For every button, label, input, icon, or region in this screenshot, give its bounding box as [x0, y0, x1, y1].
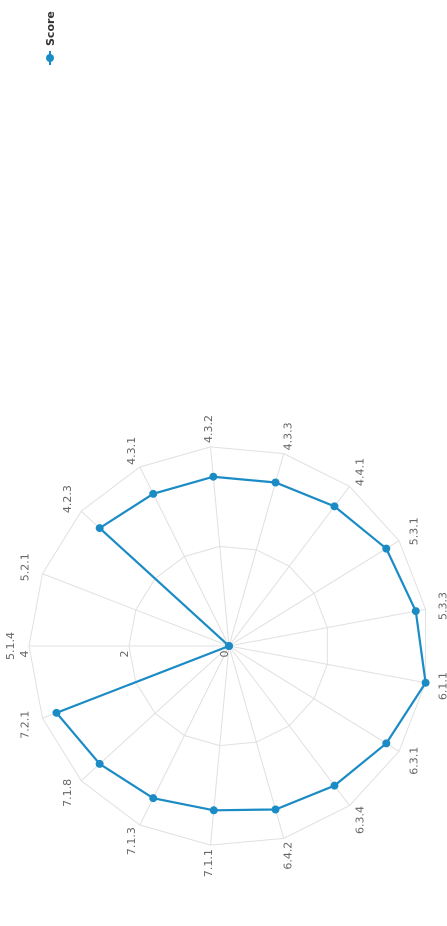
data-point — [225, 642, 233, 650]
category-label: 4.2.3 — [61, 485, 74, 513]
data-point — [271, 805, 280, 814]
grid-spoke — [228, 608, 426, 647]
category-label: 7.2.1 — [19, 711, 32, 739]
grid-spoke — [228, 540, 400, 647]
data-point — [382, 544, 391, 553]
data-point — [411, 607, 420, 616]
category-label: 4.3.1 — [125, 437, 138, 465]
grid-spoke — [80, 645, 230, 782]
grid-spoke — [228, 645, 350, 806]
data-point — [382, 739, 391, 748]
category-label: 7.1.1 — [202, 849, 215, 877]
data-point — [149, 794, 158, 803]
data-point — [95, 759, 104, 768]
tick-label: 2 — [118, 651, 131, 658]
tick-label: 4 — [18, 651, 31, 658]
category-label: 4.4.1 — [353, 458, 366, 486]
legend-marker — [46, 54, 54, 62]
data-point — [209, 806, 218, 815]
category-label: 6.1.1 — [436, 672, 447, 700]
category-label: 6.4.2 — [282, 842, 295, 870]
category-label: 5.2.1 — [19, 553, 32, 581]
data-point — [209, 472, 218, 481]
category-label: 5.3.3 — [436, 592, 447, 620]
data-point — [95, 524, 104, 533]
category-label: 6.3.4 — [353, 806, 366, 834]
data-point — [330, 502, 339, 511]
tick-label: 0 — [218, 651, 231, 658]
grid-ring — [28, 446, 427, 846]
category-label: 4.3.3 — [282, 422, 295, 450]
category-label: 5.3.1 — [407, 517, 420, 545]
data-point — [271, 478, 280, 487]
data-point — [421, 678, 430, 687]
category-label: 6.3.1 — [407, 747, 420, 775]
data-point — [52, 708, 61, 717]
grid-spoke — [228, 645, 426, 684]
grid-spoke — [228, 486, 350, 647]
category-label: 4.3.2 — [202, 415, 215, 443]
data-point — [330, 781, 339, 790]
grid-spoke — [228, 645, 400, 752]
grid-ring — [128, 545, 328, 747]
category-label: 7.1.3 — [125, 827, 138, 855]
category-label: 5.1.4 — [4, 632, 17, 660]
grid-spoke — [210, 645, 230, 846]
data-point — [149, 489, 158, 498]
grid-spoke — [42, 573, 230, 647]
legend-label: Score — [44, 11, 57, 46]
category-label: 7.1.8 — [61, 779, 74, 807]
